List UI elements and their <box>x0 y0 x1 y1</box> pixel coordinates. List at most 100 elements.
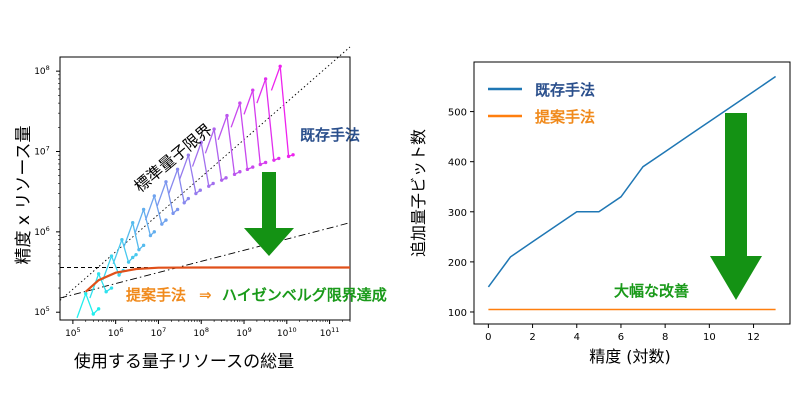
existing-series-point <box>175 207 180 212</box>
existing-series-point <box>286 154 291 159</box>
existing-series-rise <box>217 115 228 140</box>
left-x-tick-label: 1010 <box>277 326 297 339</box>
right-x-tick-label: 8 <box>662 332 668 343</box>
existing-series-rise <box>204 128 215 154</box>
right-axis-ticks: 0 2 4 6 8 10 12 100 200 300 400 500 <box>448 108 760 343</box>
legend-label-proposed: 提案手法 <box>535 108 595 126</box>
existing-series-point <box>91 312 95 316</box>
existing-series-point <box>258 162 262 167</box>
right-x-tick-label: 0 <box>485 332 491 343</box>
right-chart: 0 2 4 6 8 10 12 100 200 300 400 500 既存手法 提案手法 大幅な改善… <box>409 61 791 366</box>
right-y-tick-label: 500 <box>448 108 467 119</box>
existing-series-point <box>238 101 242 105</box>
right-y-tick-label: 300 <box>448 208 467 219</box>
existing-series-point <box>117 273 121 277</box>
existing-series-rise <box>270 66 281 91</box>
existing-series-point <box>272 158 276 162</box>
existing-series-point <box>130 221 135 225</box>
existing-series-point <box>263 77 268 81</box>
existing-series-point <box>211 181 215 186</box>
right-y-tick-label: 100 <box>448 308 467 319</box>
existing-series-point <box>148 233 153 238</box>
existing-series-rise <box>89 273 100 299</box>
proposed-method-label: 提案手法 <box>126 286 186 304</box>
existing-series-point <box>130 255 135 260</box>
existing-series-point <box>251 88 255 92</box>
existing-series-point <box>212 127 216 131</box>
left-plot-frame <box>59 56 351 321</box>
left-x-tick-label: 109 <box>236 326 252 339</box>
existing-series-point <box>164 218 168 222</box>
existing-series-point <box>238 170 242 174</box>
left-x-axis-title: 使用する量子リソースの総量 <box>74 351 294 372</box>
existing-series-point <box>186 196 191 201</box>
existing-series-rise <box>230 102 241 128</box>
existing-series-rise <box>179 154 189 180</box>
standard-quantum-limit-line <box>59 46 351 301</box>
existing-series-point <box>278 64 282 68</box>
left-y-tick-label: 107 <box>34 145 50 158</box>
improvement-arrow-right <box>710 113 762 300</box>
existing-series-curve <box>85 293 100 316</box>
existing-series-curve <box>153 195 167 226</box>
existing-series-point <box>277 156 281 161</box>
existing-series-point <box>109 286 114 290</box>
existing-method-label: 既存手法 <box>300 126 360 144</box>
left-x-tick-label: 1011 <box>320 326 340 339</box>
existing-series-point <box>141 243 146 248</box>
existing-series-rise <box>191 142 202 167</box>
significant-improvement-label: 大幅な改善 <box>614 282 689 300</box>
existing-series-point <box>171 211 175 216</box>
existing-series-point <box>126 260 131 264</box>
right-y-axis-title: 追加量子ビット数 <box>409 129 428 257</box>
series-line-existing <box>487 75 777 288</box>
existing-series-point <box>96 272 101 276</box>
existing-series-point <box>175 167 180 172</box>
left-y-axis-title: 精度 x リソース量 <box>14 125 34 264</box>
existing-series-point <box>160 222 164 226</box>
left-x-tick-label: 105 <box>65 326 81 339</box>
existing-series-point <box>152 194 157 198</box>
left-y-tick-label: 106 <box>34 225 50 238</box>
existing-series-point <box>104 290 108 294</box>
existing-series-point <box>109 254 114 258</box>
existing-series-rise <box>243 89 254 115</box>
existing-series-point <box>186 153 191 157</box>
existing-series-point <box>251 165 255 169</box>
existing-series-point <box>137 247 141 252</box>
left-y-tick-label: 105 <box>34 305 50 318</box>
existing-series-point <box>225 113 229 118</box>
right-plot-frame <box>473 61 791 325</box>
existing-series-point <box>84 291 88 296</box>
right-x-tick-label: 12 <box>747 332 760 343</box>
reference-dashdot-line <box>59 222 351 299</box>
existing-series-curve <box>176 169 189 205</box>
legend-label-existing: 既存手法 <box>535 81 595 99</box>
existing-series-point <box>263 160 268 165</box>
existing-series-rise <box>123 222 134 248</box>
left-x-tick-label: 106 <box>108 326 124 339</box>
heisenberg-limit-label: ハイゼンベルグ限界達成 <box>222 286 387 304</box>
improvement-arrow-left <box>244 172 294 256</box>
proposed-method-curve <box>85 266 350 293</box>
existing-series-rise <box>168 169 179 194</box>
existing-series-point <box>198 188 202 192</box>
right-x-tick-label: 2 <box>529 332 535 343</box>
existing-series-rise <box>112 239 123 265</box>
existing-series-curve <box>279 66 294 158</box>
existing-series-curve <box>239 103 254 171</box>
existing-series-point <box>182 201 186 205</box>
right-y-tick-label: 200 <box>448 258 467 269</box>
proposed-heisenberg-annotation: 提案手法 ⇒ ハイゼンベルグ限界達成 <box>126 286 387 304</box>
existing-series-point <box>224 176 228 180</box>
existing-series-point <box>232 172 237 177</box>
existing-series-point <box>219 178 224 182</box>
left-y-tick-label: 108 <box>34 64 50 77</box>
right-x-tick-label: 6 <box>618 332 624 343</box>
existing-series-rise <box>76 293 87 319</box>
existing-series-point <box>164 180 168 184</box>
existing-series-curve <box>264 78 280 162</box>
existing-series-point <box>194 191 198 196</box>
existing-series-rise <box>102 255 113 281</box>
